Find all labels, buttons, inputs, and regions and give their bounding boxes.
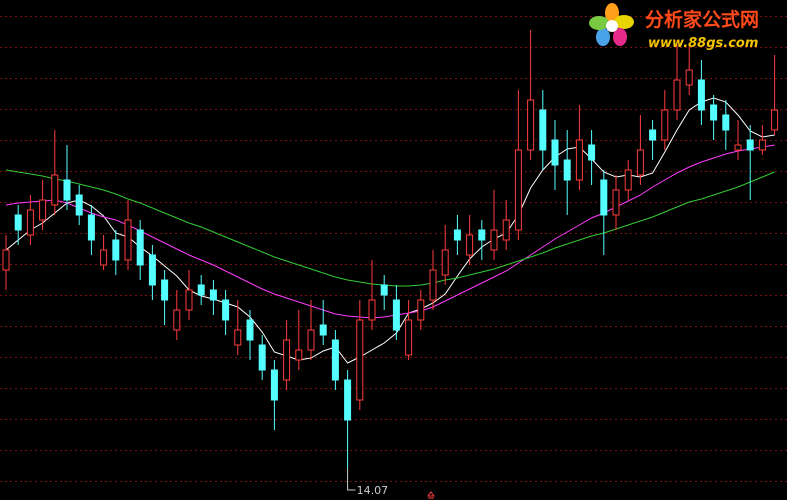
candle-body <box>380 284 388 296</box>
logo <box>589 3 634 46</box>
candle-body <box>234 329 242 346</box>
candle-body <box>527 99 535 151</box>
candle-body <box>636 149 644 176</box>
candle-body <box>453 229 461 241</box>
candle-body <box>75 194 83 216</box>
moving-average-line <box>5 169 775 287</box>
candle-body <box>551 139 559 166</box>
plot: 14.07 <box>2 30 779 497</box>
candle-body <box>26 209 34 236</box>
low-label: 14.07 <box>357 484 389 497</box>
candle-body <box>51 174 59 206</box>
candle-body <box>746 139 754 151</box>
candle-body <box>734 144 742 151</box>
candle-body <box>710 104 718 121</box>
candle-body <box>246 319 254 341</box>
candle-body <box>771 109 779 131</box>
candle-body <box>87 214 95 241</box>
candle-body <box>514 149 522 231</box>
candle-body <box>405 319 413 356</box>
candle-body <box>161 279 169 301</box>
candle-body <box>283 339 291 381</box>
moving-average-line <box>5 97 775 364</box>
candle-body <box>600 179 608 216</box>
candle-body <box>331 339 339 381</box>
marker-icon <box>427 491 435 499</box>
candle-body <box>258 344 266 371</box>
candle-body <box>112 239 120 261</box>
candle-body <box>368 299 376 321</box>
candle-body <box>209 289 217 301</box>
low-leader <box>347 468 356 491</box>
candle-body <box>575 139 583 181</box>
candle-body <box>100 249 108 266</box>
candle-body <box>758 139 766 151</box>
candle-body <box>173 309 181 331</box>
watermark: 分析家公式网 www.88gs.com <box>589 3 759 51</box>
candle-body <box>478 229 486 241</box>
candle-body <box>417 299 425 321</box>
candle-body <box>697 79 705 111</box>
candle-body <box>429 269 437 301</box>
candle-body <box>270 369 278 401</box>
candle-body <box>356 319 364 401</box>
candle-body <box>673 79 681 111</box>
candle-body <box>624 169 632 191</box>
moving-average-line <box>5 144 775 319</box>
candle-body <box>63 179 71 201</box>
candle-body <box>39 199 47 221</box>
candle-body <box>392 299 400 331</box>
candle-body <box>2 249 10 271</box>
candle-body <box>14 214 22 231</box>
candle-body <box>722 114 730 131</box>
candle-body <box>563 159 571 181</box>
candle-body <box>136 229 144 266</box>
candle-body <box>466 234 474 256</box>
candle-body <box>685 69 693 86</box>
candle-body <box>319 324 327 336</box>
watermark-title: 分析家公式网 <box>645 8 759 31</box>
watermark-url: www.88gs.com <box>648 36 758 51</box>
candle-body <box>588 144 596 161</box>
candle-body <box>222 299 230 321</box>
candle-body <box>307 329 315 351</box>
candle-body <box>344 379 352 421</box>
candle-body <box>295 349 303 361</box>
candle-body <box>539 109 547 151</box>
candle-body <box>612 189 620 216</box>
candle-body <box>124 219 132 261</box>
candle-body <box>649 129 657 141</box>
candle-body <box>490 229 498 251</box>
candle-body <box>185 289 193 311</box>
candle-body <box>197 284 205 296</box>
candle-body <box>661 109 669 141</box>
candle-body <box>441 249 449 276</box>
candle-body <box>148 254 156 286</box>
candle-body <box>502 219 510 241</box>
